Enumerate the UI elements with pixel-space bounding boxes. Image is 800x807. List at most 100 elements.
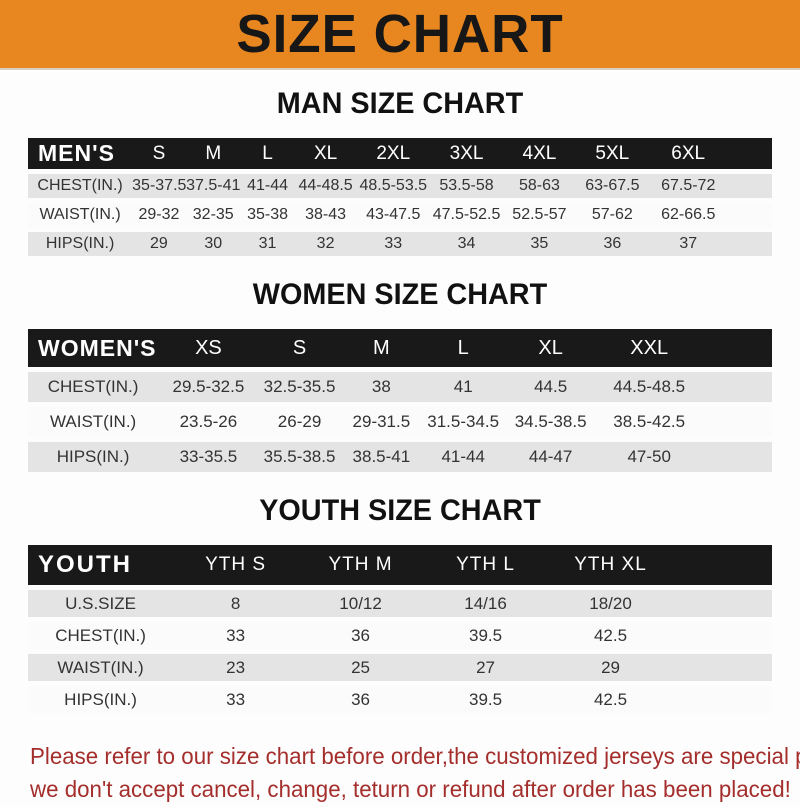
table-header-label: MEN'S [28,138,133,169]
size-cell: 42.5 [548,686,674,713]
mens-section-title: MAN SIZE CHART [276,87,524,120]
size-cell: 34.5-38.5 [504,407,598,437]
spacer-cell [673,622,772,649]
size-cell: 39.5 [423,686,549,713]
size-cell: 29.5-32.5 [158,372,259,402]
size-cell: 8 [173,590,299,617]
column-header: YTH XL [548,545,674,585]
column-header: M [185,138,241,169]
size-cell: 44.5-48.5 [597,372,702,402]
column-header: 2XL [356,138,430,169]
size-cell: 14/16 [423,590,549,617]
size-row: WAIST(IN.) 23.5-26 26-29 29-31.5 31.5-34.5 34… [28,407,772,437]
size-cell: 53.5-58 [429,174,504,198]
size-cell: 38 [340,372,423,402]
row-label: HIPS(IN.) [28,442,159,472]
size-cell: 62-66.5 [649,203,728,227]
size-cell: 30 [185,232,241,256]
row-label: U.S.SIZE [28,590,174,617]
spacer-cell [701,407,772,437]
womens-size-table: WOMEN'S XS S M L XL XXL CHEST(IN.) 29.5-32.5 32.… [28,324,772,477]
spacer-cell [727,138,772,169]
size-cell: 33 [173,622,299,649]
size-cell: 33 [173,686,299,713]
column-header: YTH S [173,545,299,585]
order-notice-line1: Please refer to our size chart before or… [30,743,800,769]
size-cell: 38-43 [294,203,357,227]
size-cell: 31 [240,232,295,256]
row-label: HIPS(IN.) [28,686,174,713]
column-header: 6XL [649,138,728,169]
spacer-cell [701,372,772,402]
size-cell: 32-35 [185,203,241,227]
size-cell: 63-67.5 [575,174,650,198]
spacer-cell [673,590,772,617]
size-cell: 35-37.5 [132,174,186,198]
youth-size-table: YOUTH YTH S YTH M YTH L YTH XL U.S.SIZE 8 10/1… [28,540,772,718]
size-cell: 39.5 [423,622,549,649]
size-cell: 25 [298,654,424,681]
column-header: XXL [597,329,702,367]
column-header: XL [504,329,598,367]
youth-header-row: YOUTH YTH S YTH M YTH L YTH XL [28,545,772,585]
size-cell: 31.5-34.5 [422,407,505,437]
size-cell: 36 [575,232,650,256]
spacer-cell [673,545,772,585]
spacer-cell [727,203,772,227]
size-cell: 29 [548,654,674,681]
mens-section: MAN SIZE CHART MEN'S S M L XL 2XL 3XL 4XL 5XL 6XL… [0,87,800,261]
spacer-cell [673,654,772,681]
order-notice-line2: we don't accept cancel, change, teturn o… [30,776,791,803]
size-cell: 38.5-42.5 [597,407,702,437]
size-cell: 47.5-52.5 [429,203,504,227]
size-cell: 29-32 [132,203,186,227]
size-cell: 67.5-72 [649,174,728,198]
size-chart-banner: SIZE CHART [0,0,800,70]
spacer-cell [727,232,772,256]
size-cell: 29-31.5 [340,407,423,437]
size-cell: 18/20 [548,590,674,617]
spacer-cell [727,174,772,198]
mens-size-table: MEN'S S M L XL 2XL 3XL 4XL 5XL 6XL CHEST(IN.) 35-3… [28,133,772,261]
womens-section-title: WOMEN SIZE CHART [252,278,548,311]
size-cell: 23 [173,654,299,681]
size-cell: 38.5-41 [340,442,423,472]
column-header: YTH L [423,545,549,585]
column-header: 5XL [575,138,650,169]
size-cell: 27 [423,654,549,681]
size-row: WAIST(IN.) 23 25 27 29 [28,654,772,681]
size-cell: 57-62 [575,203,650,227]
row-label: CHEST(IN.) [28,622,174,649]
size-cell: 52.5-57 [503,203,576,227]
size-cell: 41 [422,372,505,402]
size-cell: 35 [503,232,576,256]
spacer-cell [673,686,772,713]
mens-header-row: MEN'S S M L XL 2XL 3XL 4XL 5XL 6XL [28,138,772,169]
column-header: S [258,329,341,367]
row-label: CHEST(IN.) [28,174,133,198]
size-cell: 43-47.5 [356,203,430,227]
size-row: U.S.SIZE 8 10/12 14/16 18/20 [28,590,772,617]
size-cell: 32 [294,232,357,256]
size-cell: 41-44 [422,442,505,472]
table-header-label: WOMEN'S [28,329,159,367]
column-header: S [132,138,186,169]
size-cell: 42.5 [548,622,674,649]
size-cell: 58-63 [503,174,576,198]
youth-section: YOUTH SIZE CHART YOUTH YTH S YTH M YTH L YTH… [0,494,800,718]
size-cell: 23.5-26 [158,407,259,437]
row-label: WAIST(IN.) [28,407,159,437]
size-row: CHEST(IN.) 35-37.5 37.5-41 41-44 44-48.5 48.5… [28,174,772,198]
spacer-cell [701,329,772,367]
size-row: WAIST(IN.) 29-32 32-35 35-38 38-43 43-47.5 47.… [28,203,772,227]
size-cell: 47-50 [597,442,702,472]
size-row: CHEST(IN.) 29.5-32.5 32.5-35.5 38 41 44.5 44.5… [28,372,772,402]
size-cell: 41-44 [240,174,295,198]
size-row: HIPS(IN.) 29 30 31 32 33 34 35 36 37 [28,232,772,256]
column-header: M [340,329,423,367]
size-cell: 32.5-35.5 [258,372,341,402]
size-cell: 36 [298,622,424,649]
table-header-label: YOUTH [28,545,174,585]
size-cell: 44-48.5 [294,174,357,198]
column-header: 3XL [429,138,504,169]
